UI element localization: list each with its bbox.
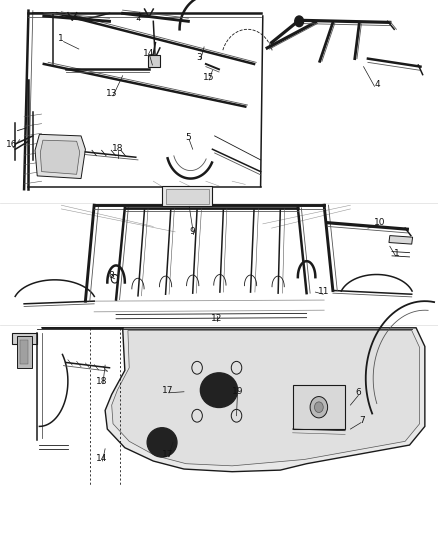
- Text: 1: 1: [393, 249, 399, 257]
- Text: 11: 11: [318, 287, 329, 296]
- FancyBboxPatch shape: [20, 340, 28, 364]
- Text: 7: 7: [359, 416, 365, 424]
- Text: 15: 15: [203, 73, 214, 82]
- Text: 17: 17: [162, 450, 173, 458]
- Text: 4: 4: [375, 80, 380, 88]
- Text: 9: 9: [190, 228, 196, 236]
- Text: 5: 5: [185, 133, 191, 142]
- Ellipse shape: [147, 427, 177, 457]
- Text: 17: 17: [162, 386, 173, 394]
- Polygon shape: [42, 328, 425, 472]
- Text: 14: 14: [143, 49, 155, 58]
- Polygon shape: [12, 333, 37, 344]
- Text: 1: 1: [58, 35, 64, 43]
- Polygon shape: [40, 140, 80, 174]
- Text: 18: 18: [112, 144, 123, 152]
- FancyBboxPatch shape: [148, 55, 160, 67]
- Ellipse shape: [200, 373, 237, 407]
- Text: 3: 3: [196, 53, 202, 61]
- Text: 16: 16: [6, 141, 18, 149]
- Text: 12: 12: [211, 314, 223, 323]
- Polygon shape: [112, 330, 420, 466]
- Text: 13: 13: [106, 89, 117, 98]
- Circle shape: [310, 397, 328, 418]
- Text: 6: 6: [355, 389, 361, 397]
- Polygon shape: [389, 236, 413, 244]
- Text: 10: 10: [374, 218, 386, 227]
- FancyBboxPatch shape: [17, 336, 32, 368]
- FancyBboxPatch shape: [293, 385, 345, 429]
- Circle shape: [295, 16, 304, 27]
- Text: 8: 8: [109, 271, 115, 280]
- FancyBboxPatch shape: [166, 189, 209, 204]
- Circle shape: [314, 402, 323, 413]
- Text: 2: 2: [135, 13, 141, 21]
- Polygon shape: [35, 134, 85, 179]
- Text: 18: 18: [96, 377, 108, 385]
- Text: 14: 14: [96, 454, 108, 463]
- FancyBboxPatch shape: [162, 186, 212, 206]
- Text: 19: 19: [232, 387, 243, 396]
